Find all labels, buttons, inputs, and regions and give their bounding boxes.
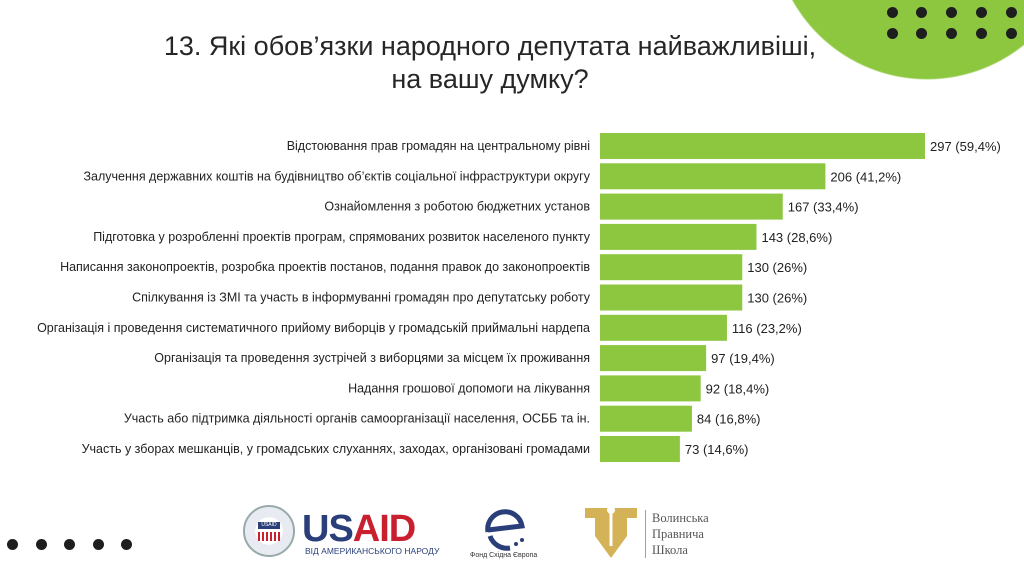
data-label: 143 (28,6%) — [761, 230, 832, 245]
data-label: 92 (18,4%) — [706, 381, 770, 396]
category-label: Участь або підтримка діяльності органів … — [124, 412, 590, 426]
title-line-2: на вашу думку? — [391, 64, 589, 94]
fund-east-europe-logo — [485, 509, 525, 551]
bar — [600, 133, 925, 159]
category-label: Залучення державних коштів на будівництв… — [84, 169, 591, 183]
bar — [600, 314, 727, 341]
bar — [600, 375, 701, 402]
school-name-line: Волинська — [652, 511, 709, 525]
decorative-dot — [1006, 7, 1017, 18]
school-name-line: Правнича — [652, 527, 704, 541]
category-label: Відстоювання прав громадян на центрально… — [287, 139, 590, 153]
bar — [600, 345, 707, 372]
category-label: Надання грошової допомоги на лікування — [348, 381, 590, 395]
volyn-law-school-name: Волинська Правнича Школа — [645, 510, 709, 558]
decorative-dot — [916, 28, 927, 39]
data-label: 206 (41,2%) — [830, 169, 901, 184]
usaid-seal-text: USAID — [258, 522, 280, 529]
decorative-dot — [121, 539, 132, 550]
decorative-dot — [916, 7, 927, 18]
bar-chart: Відстоювання прав громадян на центрально… — [37, 133, 1001, 462]
category-label: Спілкування із ЗМІ та участь в інформува… — [132, 291, 591, 305]
title-line-1: 13. Які обов’язки народного депутата най… — [163, 31, 817, 61]
usaid-subtitle: ВІД АМЕРИКАНСЬКОГО НАРОДУ — [305, 546, 440, 556]
category-label: Організація та проведення зустрічей з ви… — [154, 351, 590, 365]
category-label: Організація і проведення систематичного … — [37, 321, 590, 335]
fund-name: Фонд Східна Європа — [470, 552, 538, 559]
school-name-line: Школа — [652, 543, 688, 557]
data-label: 116 (23,2%) — [732, 321, 802, 336]
bar — [600, 436, 680, 462]
bar — [600, 405, 692, 432]
data-label: 130 (26%) — [747, 291, 807, 306]
decorative-dot — [64, 539, 75, 550]
decorative-dot — [976, 28, 987, 39]
bar — [600, 284, 743, 311]
decorative-dot — [946, 28, 957, 39]
usaid-seal-logo: USAID — [243, 505, 295, 557]
decorative-dot — [976, 7, 987, 18]
bar — [600, 163, 826, 190]
data-label: 97 (19,4%) — [711, 351, 775, 366]
decorative-dot — [1006, 28, 1017, 39]
decorative-dot — [7, 539, 18, 550]
usaid-logo-aid: AID — [352, 508, 416, 550]
data-label: 167 (33,4%) — [788, 200, 859, 215]
volyn-law-school-logo — [585, 506, 637, 558]
usaid-seal-stripes — [258, 532, 280, 541]
bar — [600, 223, 757, 250]
decorative-dot — [36, 539, 47, 550]
category-label: Написання законопроектів, розробка проек… — [60, 260, 590, 274]
category-label: Підготовка у розробленні проектів програ… — [93, 230, 591, 244]
usaid-logo: USAID — [302, 508, 416, 551]
bar — [600, 254, 743, 281]
page-title: 13. Які обов’язки народного депутата най… — [60, 30, 920, 96]
data-label: 130 (26%) — [747, 260, 807, 275]
data-label: 297 (59,4%) — [930, 139, 1001, 154]
decorative-dot — [887, 28, 898, 39]
decorative-dot — [93, 539, 104, 550]
decorative-dot — [887, 7, 898, 18]
usaid-logo-us: US — [302, 508, 354, 550]
category-label: Участь у зборах мешканців, у громадських… — [82, 442, 590, 456]
bar — [600, 193, 783, 220]
data-label: 84 (16,8%) — [697, 412, 761, 427]
category-label: Ознайомлення з роботою бюджетних установ — [324, 200, 590, 214]
decorative-dot — [946, 7, 957, 18]
data-label: 73 (14,6%) — [685, 442, 749, 457]
